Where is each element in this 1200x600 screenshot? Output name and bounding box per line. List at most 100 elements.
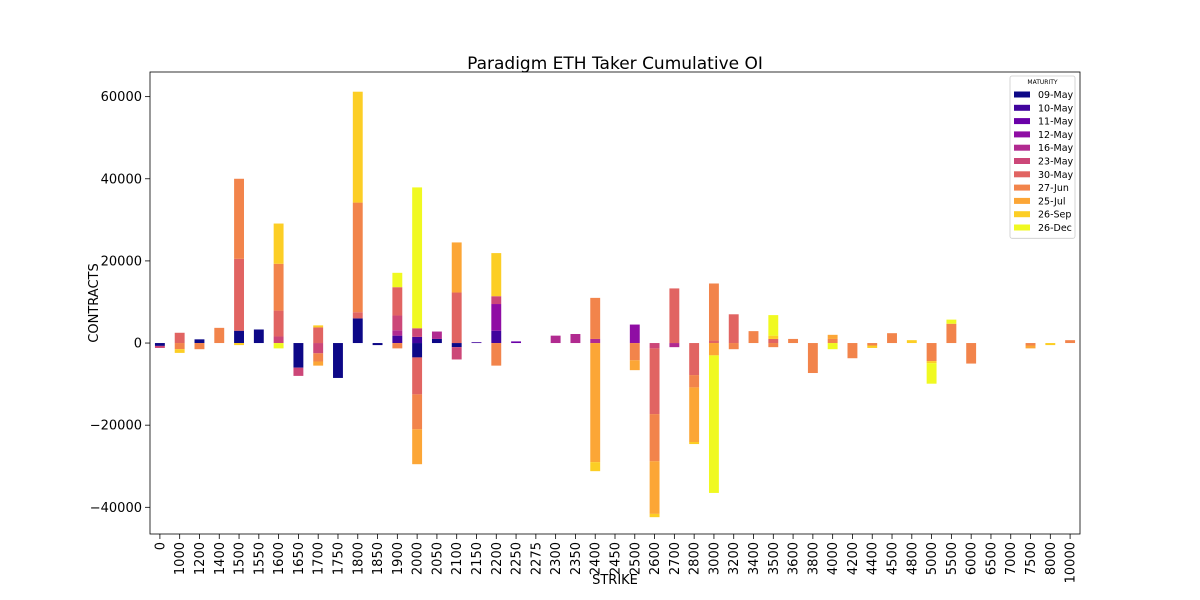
x-tick-label: 2350 xyxy=(569,542,584,575)
bar-4800-series-9 xyxy=(907,340,917,343)
bar-1000-series-6 xyxy=(175,333,185,343)
x-tick-label: 2400 xyxy=(589,542,604,575)
bar-3000-series-10 xyxy=(709,355,719,493)
bar-2000-series-0 xyxy=(412,343,422,357)
y-axis-label: CONTRACTS xyxy=(87,263,102,342)
bar-2500-series-8 xyxy=(630,360,640,370)
bar-2600-series-8 xyxy=(650,461,660,514)
bar-1550-series-0 xyxy=(254,329,264,343)
bar-3500-series-9 xyxy=(768,336,778,339)
bar-1900-series-10 xyxy=(392,273,402,287)
legend-swatch-27-Jun xyxy=(1014,185,1030,191)
legend-label-26-Dec: 26-Dec xyxy=(1038,223,1072,234)
bar-4000-series-7 xyxy=(828,339,838,343)
bar-3000-series-6 xyxy=(709,341,719,343)
x-tick-label: 3400 xyxy=(747,542,762,575)
bar-1600-series-7 xyxy=(274,264,284,311)
x-tick-label: 3800 xyxy=(806,542,821,575)
bar-3000-series-8 xyxy=(709,343,719,355)
bar-2200-series-7 xyxy=(491,343,501,366)
bar-2000-series-5 xyxy=(412,328,422,337)
legend-label-25-Jul: 25-Jul xyxy=(1038,196,1066,207)
x-tick-label: 2600 xyxy=(648,542,663,575)
legend-swatch-26-Dec xyxy=(1014,225,1030,231)
x-tick-label: 3200 xyxy=(727,542,742,575)
x-tick-label: 1500 xyxy=(233,542,248,575)
bar-1900-series-4 xyxy=(392,330,402,335)
x-tick-label: 8000 xyxy=(1044,542,1059,575)
bar-1200-series-0 xyxy=(195,339,205,343)
plot-frame xyxy=(150,72,1080,534)
bar-5500-series-10 xyxy=(946,320,956,324)
bar-2800-series-7 xyxy=(689,375,699,387)
x-tick-label: 7500 xyxy=(1024,542,1039,575)
x-tick-label: 1700 xyxy=(312,542,327,575)
legend-label-23-May: 23-May xyxy=(1038,157,1074,168)
bar-2400-series-7 xyxy=(590,298,600,339)
bar-5000-series-7 xyxy=(927,343,937,361)
y-tick-label: 60000 xyxy=(101,90,142,105)
legend-title: MATURITY xyxy=(1027,79,1057,86)
bar-2200-series-3 xyxy=(491,304,501,331)
x-tick-label: 3600 xyxy=(787,542,802,575)
x-tick-label: 3500 xyxy=(767,542,782,575)
legend-swatch-25-Jul xyxy=(1014,198,1030,204)
y-tick-label: 20000 xyxy=(101,254,142,269)
legend-swatch-30-May xyxy=(1014,171,1030,177)
bar-5500-series-7 xyxy=(946,324,956,343)
bar-2100-series-8 xyxy=(452,242,462,292)
bar-2400-series-9 xyxy=(590,462,600,471)
x-tick-label: 1900 xyxy=(391,542,406,575)
bar-1900-series-5 xyxy=(392,316,402,331)
bar-3200-series-7 xyxy=(729,343,739,349)
legend-label-26-Sep: 26-Sep xyxy=(1038,210,1071,221)
bar-2800-series-6 xyxy=(689,343,699,375)
x-tick-label: 2100 xyxy=(450,542,465,575)
bar-1200-series-7 xyxy=(195,343,205,349)
x-tick-label: 2200 xyxy=(490,542,505,575)
bar-1800-series-6 xyxy=(353,312,363,318)
x-tick-label: 2050 xyxy=(430,542,445,575)
bar-3600-series-7 xyxy=(788,339,798,343)
x-axis-label: STRIKE xyxy=(592,573,638,588)
y-tick-label: 40000 xyxy=(101,172,142,187)
bar-3500-series-7 xyxy=(768,343,778,347)
bar-1700-series-7 xyxy=(313,353,323,361)
legend-swatch-10-May xyxy=(1014,105,1030,111)
x-tick-label: 2300 xyxy=(549,542,564,575)
bar-2800-series-8 xyxy=(689,387,699,442)
bar-2100-series-6 xyxy=(452,293,462,344)
bar-2800-series-9 xyxy=(689,442,699,444)
x-tick-label: 1400 xyxy=(213,542,228,575)
bar-8000-series-9 xyxy=(1045,343,1055,345)
bar-1900-series-1 xyxy=(392,336,402,343)
bar-0-series-0 xyxy=(155,343,165,346)
bar-1650-series-5 xyxy=(293,368,303,376)
bar-2200-series-5 xyxy=(491,296,501,304)
bar-4000-series-8 xyxy=(828,335,838,339)
x-tick-label: 0 xyxy=(153,542,168,550)
legend-label-10-May: 10-May xyxy=(1038,103,1074,114)
bar-4400-series-7 xyxy=(867,343,877,345)
x-tick-label: 10000 xyxy=(1064,542,1079,583)
legend-label-09-May: 09-May xyxy=(1038,90,1074,101)
bar-2050-series-0 xyxy=(432,339,442,343)
bar-1900-series-7 xyxy=(392,343,402,348)
x-tick-label: 1800 xyxy=(351,542,366,575)
legend-label-30-May: 30-May xyxy=(1038,170,1074,181)
legend-swatch-26-Sep xyxy=(1014,211,1030,217)
bar-3500-series-6 xyxy=(768,339,778,343)
chart-title: Paradigm ETH Taker Cumulative OI xyxy=(467,54,763,74)
x-tick-label: 1650 xyxy=(292,542,307,575)
bar-4000-series-10 xyxy=(828,343,838,349)
x-tick-label: 5000 xyxy=(925,542,940,575)
bar-1700-series-5 xyxy=(313,343,323,353)
x-tick-label: 2500 xyxy=(628,542,643,575)
legend-swatch-09-May xyxy=(1014,92,1030,98)
bar-2600-series-6 xyxy=(650,348,660,414)
bar-10000-series-7 xyxy=(1065,340,1075,343)
bar-1800-series-0 xyxy=(353,318,363,343)
x-tick-label: 2700 xyxy=(668,542,683,575)
legend-label-12-May: 12-May xyxy=(1038,130,1074,141)
